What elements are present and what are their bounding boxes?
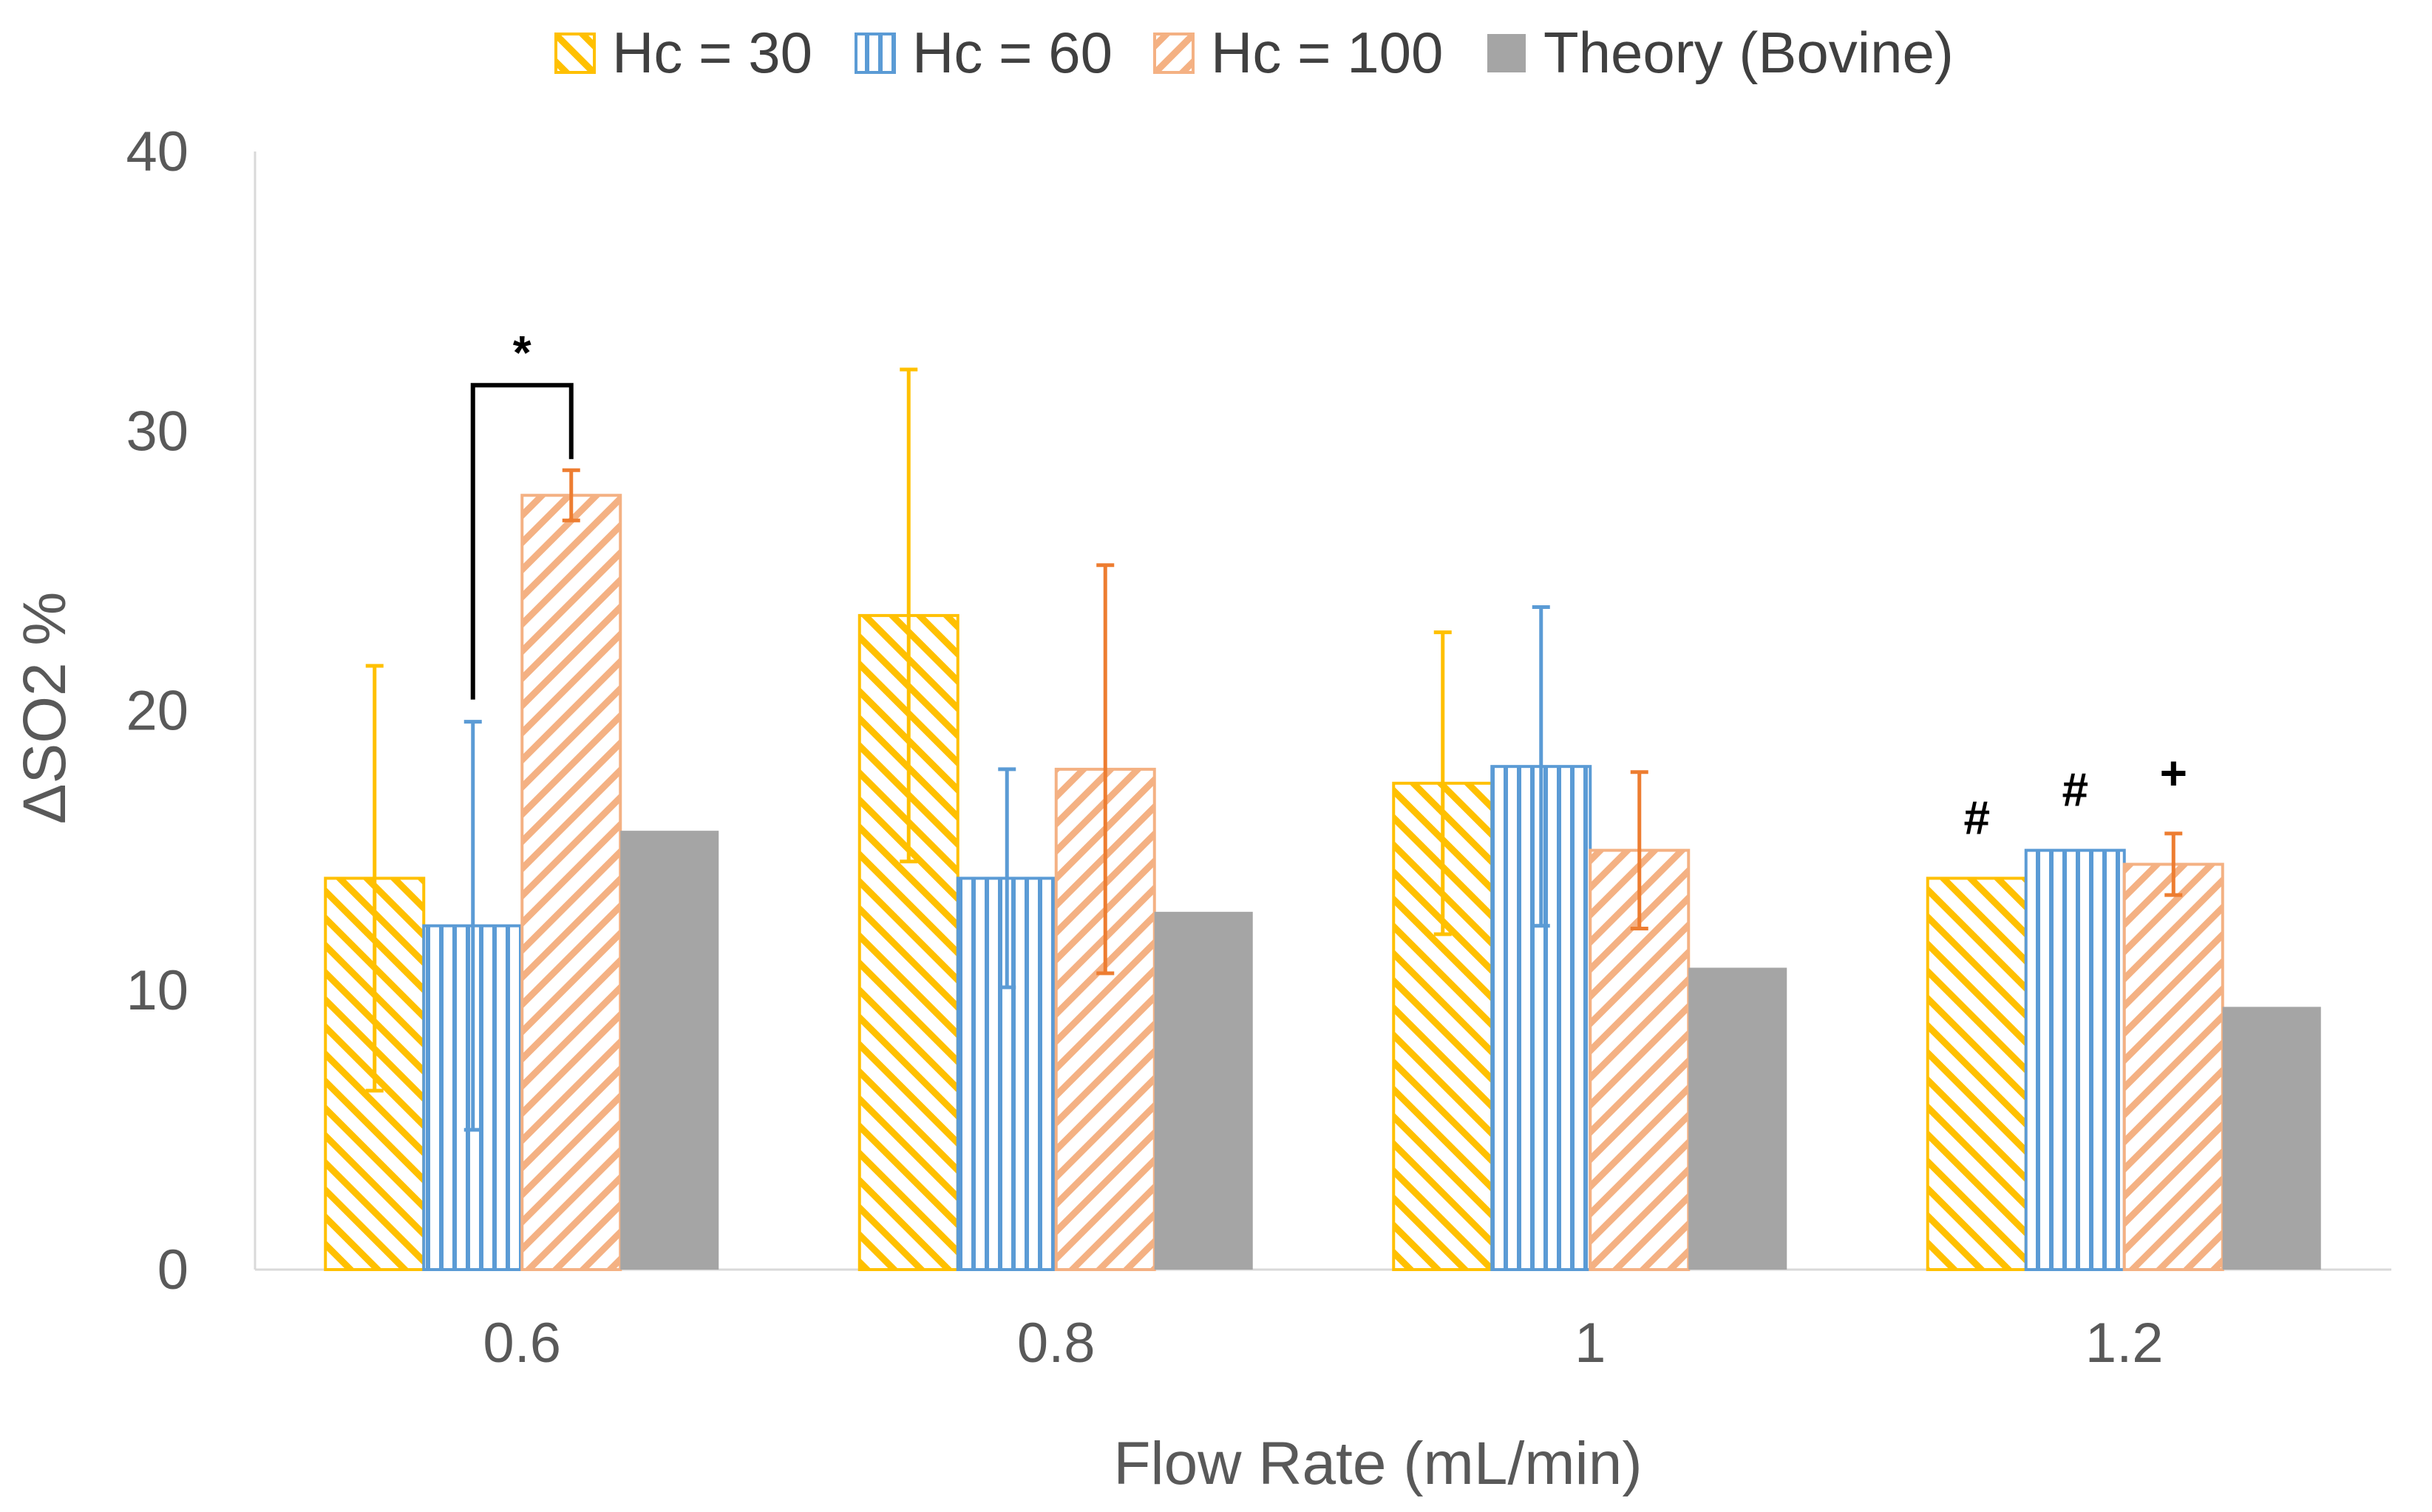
bars xyxy=(324,494,2321,1271)
bar xyxy=(2222,1007,2321,1270)
y-tick-label: 0 xyxy=(157,1239,188,1301)
bar xyxy=(2024,848,2126,1271)
error-bar xyxy=(900,367,918,864)
legend-label: Hc = 60 xyxy=(912,20,1113,85)
legend-label: Theory (Bovine) xyxy=(1543,20,1954,85)
error-bar xyxy=(1433,630,1452,936)
legend-label: Hc = 30 xyxy=(612,20,812,85)
error-bar xyxy=(1630,770,1648,931)
legend-item: Theory (Bovine) xyxy=(1487,20,1954,85)
y-tick-label: 20 xyxy=(126,680,188,743)
legend-label: Hc = 100 xyxy=(1211,20,1443,85)
significance-marker: # xyxy=(1963,791,1990,844)
legend: Hc = 30 Hc = 60 Hc = 100 Theory (Bovine) xyxy=(554,20,1954,85)
significance-bracket xyxy=(470,383,574,700)
error-bar xyxy=(1532,605,1550,928)
bar xyxy=(1688,967,1787,1270)
legend-item: Hc = 30 xyxy=(554,20,812,85)
x-tick-label: 1 xyxy=(1575,1312,1606,1375)
legend-swatch xyxy=(855,33,896,74)
y-tick-label: 30 xyxy=(126,400,188,463)
significance-marker: * xyxy=(513,326,531,379)
error-bars xyxy=(365,367,2183,1132)
legend-item: Hc = 60 xyxy=(855,20,1113,85)
x-axis-title: Flow Rate (mL/min) xyxy=(1113,1430,1642,1497)
x-tick-label: 0.8 xyxy=(1017,1312,1096,1375)
annotations: * # # + xyxy=(470,326,2187,844)
bar xyxy=(1926,876,2028,1271)
legend-swatch xyxy=(1487,34,1526,72)
error-bar xyxy=(998,767,1016,990)
error-bar xyxy=(562,468,580,522)
x-tick-label: 1.2 xyxy=(2085,1312,2164,1375)
y-tick-label: 40 xyxy=(126,120,188,183)
legend-item: Hc = 100 xyxy=(1153,20,1443,85)
x-tick-label: 0.6 xyxy=(483,1312,561,1375)
error-bar xyxy=(1096,563,1115,975)
legend-swatch xyxy=(1153,33,1195,74)
bar xyxy=(2122,862,2224,1271)
bar xyxy=(1154,911,1253,1270)
error-bar xyxy=(463,720,482,1132)
legend-swatch xyxy=(554,33,596,74)
error-bar xyxy=(2164,831,2183,897)
significance-marker: # xyxy=(2062,763,2088,817)
bar xyxy=(620,831,719,1270)
y-axis-title: ΔSO2 % xyxy=(11,592,78,825)
y-axis: 0 10 20 30 40 xyxy=(126,120,257,1301)
x-axis: 0.6 0.8 1 1.2 xyxy=(255,1268,2391,1375)
y-tick-label: 10 xyxy=(126,959,188,1022)
error-bar xyxy=(365,664,384,1093)
bar xyxy=(520,494,622,1271)
significance-marker: + xyxy=(2160,746,2187,800)
